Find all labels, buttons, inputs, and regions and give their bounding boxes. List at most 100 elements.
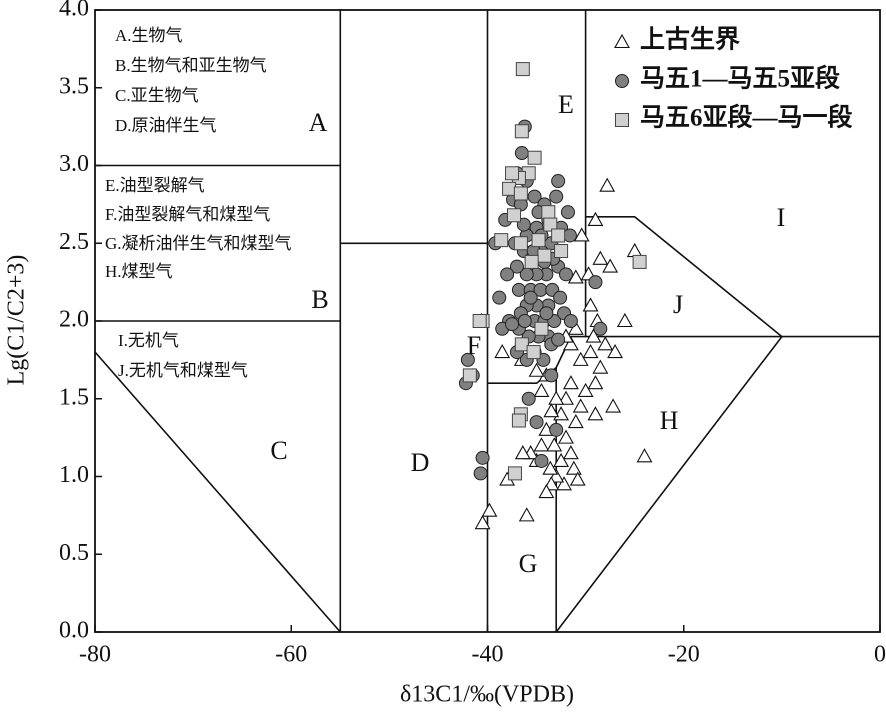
y-axis-label: Lg(C1/C2+3) xyxy=(4,255,30,386)
legend-marker xyxy=(615,113,629,127)
point xyxy=(521,391,536,406)
point xyxy=(558,390,574,405)
point xyxy=(597,336,614,351)
point xyxy=(548,390,565,405)
point xyxy=(533,437,550,452)
point xyxy=(562,445,579,460)
region-label: J xyxy=(673,290,683,319)
region-label: H xyxy=(660,406,679,435)
y-tick-label: 3.0 xyxy=(59,151,89,177)
point xyxy=(543,217,558,232)
region-note: D.原油伴生气 xyxy=(115,116,217,135)
point xyxy=(582,343,599,359)
legend-marker xyxy=(615,74,629,88)
point xyxy=(592,250,609,265)
x-tick-label: -40 xyxy=(472,642,504,668)
point xyxy=(473,466,488,481)
point xyxy=(593,321,608,336)
boundary xyxy=(555,336,783,633)
x-axis-label: δ13C1/‰(VPDB) xyxy=(400,682,574,708)
point xyxy=(460,352,475,367)
point xyxy=(556,476,572,491)
point xyxy=(573,227,590,242)
x-tick-label: 0 xyxy=(874,642,886,668)
region-note: H.煤型气 xyxy=(105,262,173,281)
region-label: A xyxy=(309,108,328,137)
point xyxy=(472,314,487,328)
x-tick-label: -60 xyxy=(275,642,307,668)
boundary xyxy=(585,216,783,338)
point xyxy=(626,242,643,258)
region-label: D xyxy=(411,448,430,477)
point xyxy=(514,445,531,460)
region-note: J.无机气和煤型气 xyxy=(118,361,248,380)
point xyxy=(511,282,526,297)
point xyxy=(544,368,559,383)
point xyxy=(632,254,647,269)
point xyxy=(549,422,564,437)
y-tick-label: 1.5 xyxy=(59,384,89,410)
point xyxy=(558,429,574,444)
legend-marker xyxy=(614,33,630,49)
legend-label: 马五6亚段—马一段 xyxy=(640,103,853,132)
point xyxy=(602,258,619,273)
point xyxy=(481,502,498,517)
point xyxy=(494,343,511,359)
point xyxy=(529,415,544,430)
point xyxy=(563,314,578,328)
point xyxy=(599,177,616,192)
point xyxy=(542,460,559,475)
region-note: A.生物气 xyxy=(115,26,183,45)
region-note: C.亚生物气 xyxy=(115,86,199,105)
point xyxy=(511,413,526,428)
point xyxy=(587,375,604,390)
region-note: I.无机气 xyxy=(118,331,179,350)
y-tick-label: 2.5 xyxy=(59,229,89,255)
region-label: C xyxy=(270,436,287,465)
point xyxy=(543,403,560,418)
point xyxy=(551,228,566,243)
point xyxy=(553,290,568,305)
point xyxy=(585,328,602,343)
point xyxy=(538,483,555,499)
y-tick-label: 1.0 xyxy=(59,462,89,488)
point xyxy=(567,320,584,335)
point xyxy=(528,362,545,377)
point xyxy=(582,297,599,312)
point xyxy=(513,236,528,251)
point xyxy=(534,321,549,336)
point xyxy=(505,166,520,181)
point xyxy=(587,406,604,421)
point xyxy=(562,375,579,390)
point xyxy=(506,208,521,223)
point xyxy=(534,453,549,468)
point xyxy=(588,275,603,290)
point xyxy=(509,259,524,274)
point xyxy=(551,174,566,189)
point xyxy=(505,317,520,332)
point xyxy=(605,398,622,413)
region-label: G xyxy=(519,549,538,578)
point xyxy=(533,382,550,398)
region-label: I xyxy=(777,203,786,232)
point xyxy=(527,150,542,165)
legend-label: 马五1—马五5亚段 xyxy=(640,64,840,93)
point xyxy=(572,351,589,366)
region-note: F.油型裂解气和煤型气 xyxy=(105,205,270,224)
legend-label: 上古生界 xyxy=(640,26,740,54)
point xyxy=(539,306,554,321)
point xyxy=(537,248,552,263)
x-tick-label: -20 xyxy=(668,642,700,668)
point xyxy=(514,146,529,161)
point xyxy=(565,460,582,475)
point xyxy=(494,233,509,248)
region-note: B.生物气和亚生物气 xyxy=(115,56,267,75)
point xyxy=(549,189,564,204)
y-tick-label: 0.5 xyxy=(59,540,89,566)
point xyxy=(475,450,490,465)
point xyxy=(492,290,507,305)
point xyxy=(527,189,542,204)
point xyxy=(553,452,570,467)
region-label: B xyxy=(311,285,328,314)
